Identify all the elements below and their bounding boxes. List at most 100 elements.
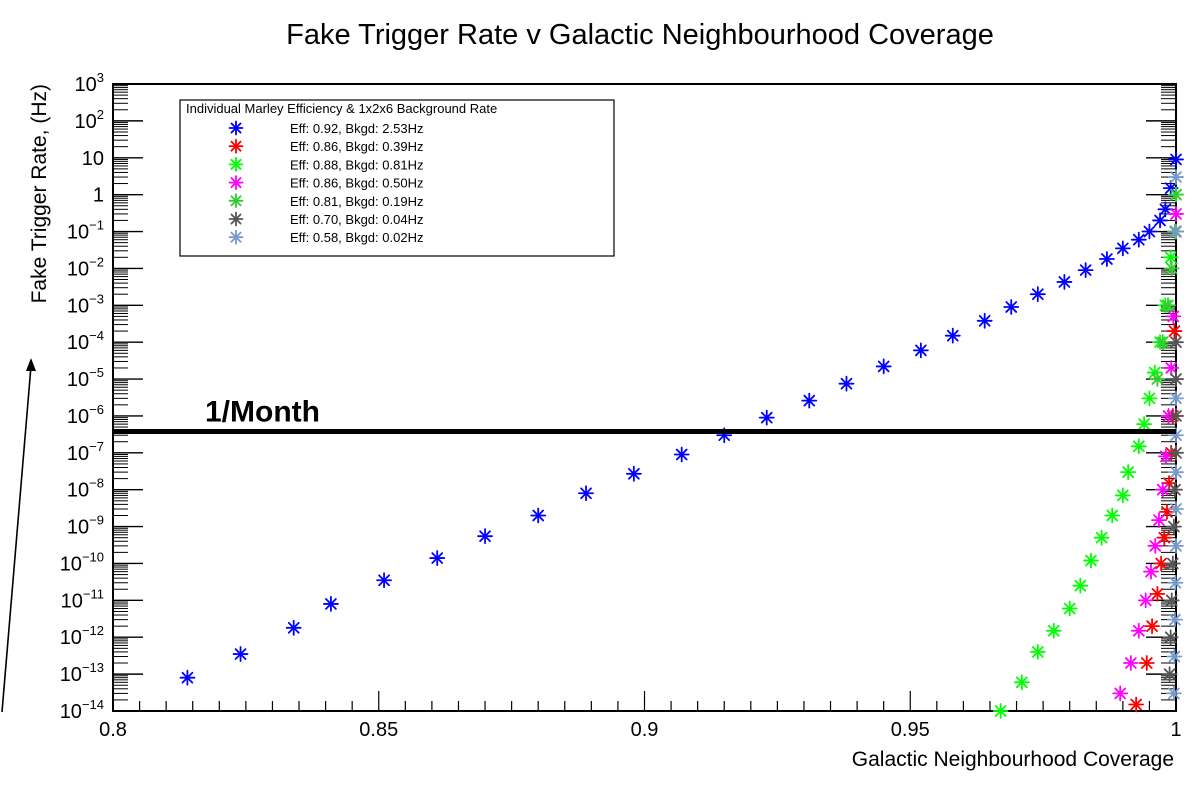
data-point: [1029, 286, 1046, 303]
one-month-label: 1/Month: [205, 395, 320, 428]
data-point: [1163, 592, 1180, 609]
data-point: [1158, 448, 1174, 465]
y-tick-label: 10−8: [67, 476, 104, 502]
data-point: [1162, 249, 1179, 266]
data-point: [1168, 186, 1184, 203]
data-point: [1168, 444, 1184, 461]
y-tick-label: 10−13: [60, 660, 104, 686]
data-point: [1168, 223, 1184, 240]
y-axis-arrow: [1, 358, 36, 713]
data-point: [1168, 151, 1184, 168]
data-point: [1056, 274, 1073, 290]
data-point: [1165, 685, 1182, 702]
y-tick-label: 102: [75, 107, 104, 133]
data-point: [1128, 696, 1145, 713]
data-point: [1166, 648, 1183, 665]
data-point: [1165, 518, 1182, 535]
data-point: [1144, 618, 1160, 635]
data-point: [1013, 674, 1030, 691]
data-point: [323, 596, 339, 612]
data-point: [1120, 464, 1137, 481]
data-point: [1151, 512, 1167, 528]
data-point: [1104, 507, 1121, 524]
series-group: [179, 151, 1184, 686]
series-group: [1165, 169, 1184, 702]
data-point: [1130, 622, 1147, 639]
data-point: [1168, 390, 1184, 407]
data-point: [1122, 655, 1139, 671]
data-point: [838, 375, 855, 392]
data-point: [1168, 371, 1184, 387]
data-point: [1163, 260, 1180, 277]
data-point: [477, 528, 493, 545]
data-point: [1149, 371, 1166, 387]
y-tick-label: 10−6: [67, 402, 104, 428]
data-point: [1168, 334, 1184, 351]
data-point: [875, 358, 892, 375]
data-point: [1165, 308, 1182, 325]
data-point: [1130, 438, 1147, 455]
x-axis-tick-labels: 0.8 0.85 0.9 0.95 1: [99, 719, 1181, 741]
legend-label: Eff: 0.81, Bkgd: 0.19Hz: [290, 194, 423, 209]
legend-marker: [228, 156, 244, 172]
series-group: [1161, 334, 1184, 683]
legend-label: Eff: 0.70, Bkgd: 0.04Hz: [290, 212, 423, 227]
data-point: [1166, 323, 1183, 339]
data-point: [944, 327, 961, 344]
data-point: [1160, 297, 1176, 314]
legend-label: Eff: 0.88, Bkgd: 0.81Hz: [290, 157, 423, 172]
data-point: [1167, 481, 1183, 498]
data-point: [376, 572, 392, 589]
data-point: [1157, 201, 1174, 218]
legend: Individual Marley Efficiency & 1x2x6 Bac…: [179, 99, 615, 257]
legend-marker: [228, 193, 244, 209]
data-point: [1143, 563, 1159, 580]
data-point: [179, 669, 196, 686]
data-point: [1162, 629, 1179, 646]
y-tick-label: 10−10: [60, 549, 104, 575]
data-point: [673, 446, 690, 463]
data-point: [1164, 555, 1181, 572]
data-point: [1163, 360, 1180, 376]
data-point: [1072, 577, 1089, 594]
y-tick-label: 10−5: [67, 365, 104, 391]
legend-label: Eff: 0.58, Bkgd: 0.02Hz: [290, 230, 423, 245]
data-point: [1061, 600, 1078, 617]
data-point: [976, 312, 993, 329]
reference-line: 1/Month: [113, 395, 1176, 434]
data-point: [912, 342, 929, 359]
data-point: [1141, 223, 1158, 240]
data-point: [992, 703, 1009, 719]
data-point: [1099, 251, 1115, 267]
y-tick-label: 10−9: [67, 513, 104, 539]
data-point: [1161, 666, 1178, 683]
x-axis-label: Galactic Neighbourhood Coverage: [852, 748, 1174, 771]
data-point: [1083, 552, 1099, 569]
legend-marker: [228, 120, 244, 136]
y-tick-label: 1: [93, 185, 104, 207]
legend-label: Eff: 0.86, Bkgd: 0.50Hz: [290, 176, 423, 191]
data-point: [1112, 685, 1129, 702]
x-tick-label: 0.9: [631, 719, 659, 741]
y-tick-label: 10−12: [60, 623, 104, 649]
data-point: [1130, 231, 1147, 248]
legend-title: Individual Marley Efficiency & 1x2x6 Bac…: [186, 101, 497, 116]
data-point: [429, 550, 446, 566]
y-tick-label: 10−1: [67, 218, 104, 244]
data-point: [1138, 655, 1155, 671]
data-point: [1168, 464, 1184, 481]
x-tick-label: 0.95: [891, 719, 930, 741]
y-axis-label: Fake Trigger Rate, (Hz): [28, 84, 51, 303]
data-point: [530, 507, 547, 524]
data-point: [1154, 334, 1171, 351]
data-point: [801, 392, 818, 409]
data-series: [179, 151, 1184, 719]
data-point: [1093, 529, 1110, 546]
data-point: [1168, 537, 1184, 554]
data-point: [625, 465, 642, 482]
data-point: [1003, 299, 1020, 315]
chart-title: Fake Trigger Rate v Galactic Neighbourho…: [286, 19, 994, 51]
data-point: [1167, 611, 1183, 628]
y-tick-label: 10−3: [67, 291, 104, 317]
